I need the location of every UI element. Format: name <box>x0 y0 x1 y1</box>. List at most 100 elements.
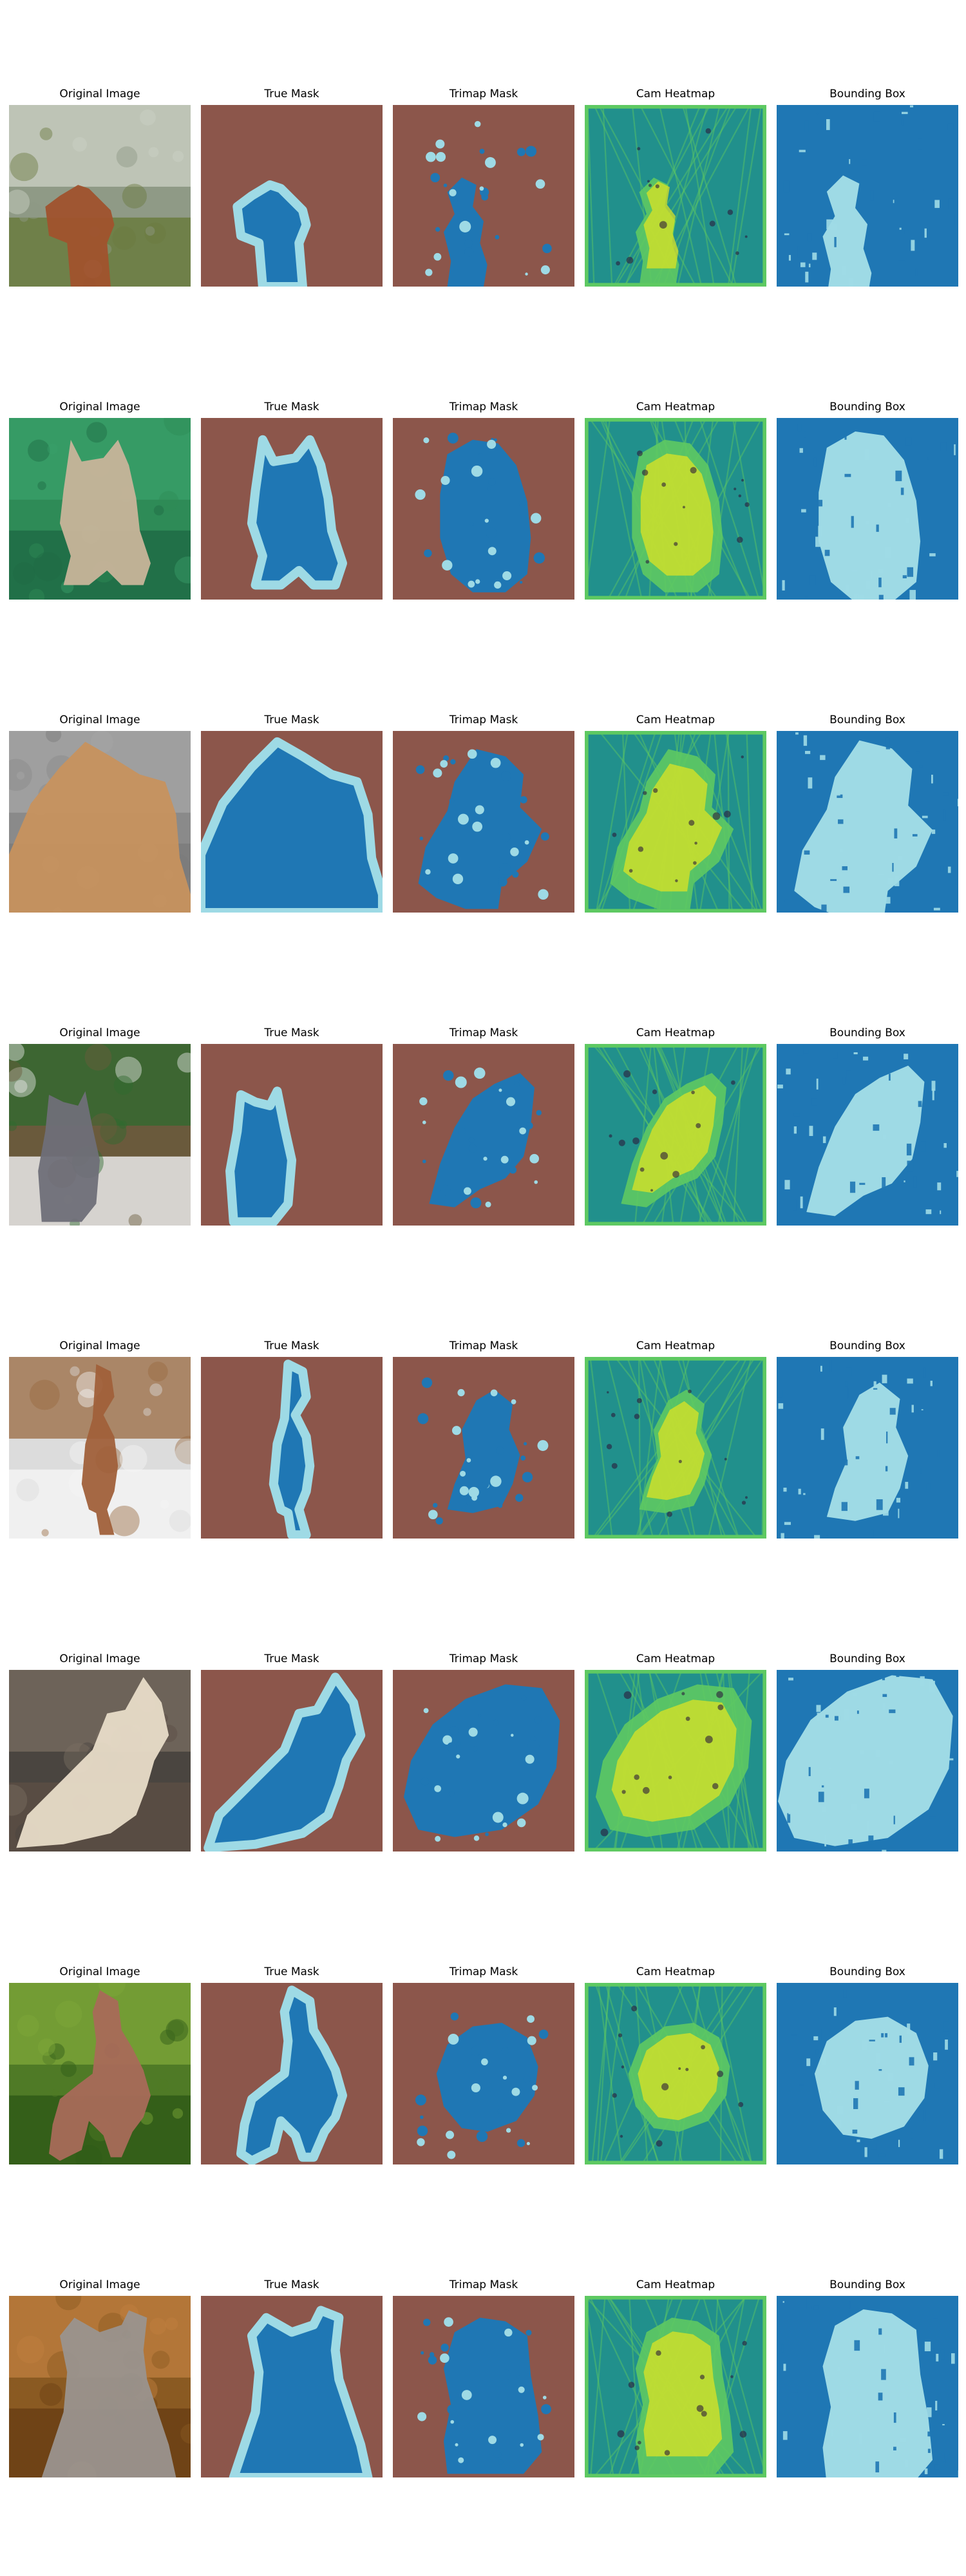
trimap-mask-panel <box>393 1044 574 1226</box>
cam-heatmap-cell: Cam Heatmap <box>585 1965 766 2164</box>
trimap-mask-panel <box>393 1983 574 2164</box>
panel-title: True Mask <box>264 714 319 726</box>
trimap-mask-cell: Trimap Mask <box>393 1965 574 2164</box>
bounding-box-panel <box>777 2296 958 2477</box>
figure-row: Original Image True Mask Trimap Mask Cam He… <box>0 1026 966 1226</box>
true-mask-dog-silhouette <box>201 1357 383 1539</box>
trimap-mask-cell: Trimap Mask <box>393 87 574 287</box>
cam-heatmap-image <box>585 1357 766 1539</box>
trimap-mask-cat-blob <box>393 731 574 913</box>
trimap-mask-cat-blob <box>393 1670 574 1852</box>
original-image-cell: Original Image <box>9 1652 191 1852</box>
panel-title: Cam Heatmap <box>636 1027 715 1039</box>
cam-heatmap-panel <box>585 731 766 913</box>
trimap-mask-panel <box>393 105 574 287</box>
true-mask-panel <box>201 2296 383 2477</box>
brown-pitbull-on-grass-photo <box>9 1983 191 2164</box>
cam-heatmap-panel <box>585 2296 766 2477</box>
trimap-mask-cat-blob <box>393 418 574 600</box>
original-image-cell: Original Image <box>9 400 191 600</box>
panel-title: Trimap Mask <box>449 88 518 100</box>
true-mask-panel <box>201 105 383 287</box>
original-image-panel <box>9 418 191 600</box>
true-mask-panel <box>201 1357 383 1539</box>
panel-title: True Mask <box>264 401 319 413</box>
panel-title: Cam Heatmap <box>636 2278 715 2291</box>
bounding-box-cell: Bounding Box <box>777 1965 958 2164</box>
panel-title: Original Image <box>59 714 140 726</box>
bounding-box-mask-image <box>777 2296 958 2477</box>
grey-british-shorthair-photo <box>9 2296 191 2477</box>
panel-title: True Mask <box>264 2278 319 2291</box>
panel-title: Cam Heatmap <box>636 1653 715 1665</box>
panel-title: Trimap Mask <box>449 2278 518 2291</box>
true-mask-panel <box>201 731 383 913</box>
original-image-panel <box>9 731 191 913</box>
boxer-dog-on-porch-photo <box>9 1357 191 1539</box>
bounding-box-panel <box>777 1044 958 1226</box>
true-mask-cell: True Mask <box>201 400 383 600</box>
bounding-box-cell: Bounding Box <box>777 2278 958 2477</box>
bounding-box-cell: Bounding Box <box>777 713 958 913</box>
panel-title: Bounding Box <box>829 88 905 100</box>
trimap-mask-cell: Trimap Mask <box>393 713 574 913</box>
trimap-mask-panel <box>393 1670 574 1852</box>
true-mask-dog-silhouette <box>201 105 383 287</box>
cam-heatmap-cell: Cam Heatmap <box>585 2278 766 2477</box>
cam-heatmap-cell: Cam Heatmap <box>585 400 766 600</box>
original-image-cell: Original Image <box>9 713 191 913</box>
cam-heatmap-cell: Cam Heatmap <box>585 87 766 287</box>
bounding-box-panel <box>777 1983 958 2164</box>
cam-heatmap-panel <box>585 418 766 600</box>
figure-row: Original Image True Mask Trimap Mask Cam He… <box>0 400 966 600</box>
original-image-cell: Original Image <box>9 87 191 287</box>
panel-title: Trimap Mask <box>449 1965 518 1978</box>
original-image-cell: Original Image <box>9 2278 191 2477</box>
panel-title: Original Image <box>59 88 140 100</box>
panel-title: Original Image <box>59 1653 140 1665</box>
cam-heatmap-image <box>585 418 766 600</box>
cam-heatmap-cell: Cam Heatmap <box>585 713 766 913</box>
trimap-mask-cat-blob <box>393 1044 574 1226</box>
panel-title: Trimap Mask <box>449 401 518 413</box>
trimap-mask-cell: Trimap Mask <box>393 2278 574 2477</box>
true-mask-panel <box>201 1044 383 1226</box>
true-mask-dog-silhouette <box>201 1983 383 2164</box>
panel-title: Trimap Mask <box>449 714 518 726</box>
original-image-panel <box>9 1044 191 1226</box>
original-image-panel <box>9 2296 191 2477</box>
panel-title: Original Image <box>59 2278 140 2291</box>
panel-title: Cam Heatmap <box>636 1965 715 1978</box>
true-mask-cell: True Mask <box>201 2278 383 2477</box>
cam-heatmap-panel <box>585 1670 766 1852</box>
bounding-box-mask-image <box>777 1983 958 2164</box>
figure-row: Original Image True Mask Trimap Mask Cam He… <box>0 1652 966 1852</box>
true-mask-cat-silhouette <box>201 418 383 600</box>
trimap-mask-dog-blob <box>393 1357 574 1539</box>
true-mask-cat-silhouette <box>201 731 383 913</box>
true-mask-cell: True Mask <box>201 1339 383 1539</box>
trimap-mask-panel <box>393 1357 574 1539</box>
bounding-box-cell: Bounding Box <box>777 1339 958 1539</box>
panel-title: Original Image <box>59 1340 140 1352</box>
bounding-box-panel <box>777 731 958 913</box>
panel-title: True Mask <box>264 1653 319 1665</box>
brown-dog-on-grass-photo <box>9 105 191 287</box>
trimap-mask-panel <box>393 2296 574 2477</box>
trimap-mask-cell: Trimap Mask <box>393 1652 574 1852</box>
cam-heatmap-panel <box>585 105 766 287</box>
panel-title: Bounding Box <box>829 401 905 413</box>
true-mask-panel <box>201 1983 383 2164</box>
original-image-cell: Original Image <box>9 1339 191 1539</box>
bounding-box-cell: Bounding Box <box>777 87 958 287</box>
figure-row: Original Image True Mask Trimap Mask Cam He… <box>0 2278 966 2477</box>
cam-heatmap-image <box>585 105 766 287</box>
bounding-box-cell: Bounding Box <box>777 1026 958 1226</box>
panel-title: Bounding Box <box>829 2278 905 2291</box>
panel-title: Bounding Box <box>829 1965 905 1978</box>
panel-title: True Mask <box>264 1340 319 1352</box>
cam-heatmap-image <box>585 1044 766 1226</box>
panel-title: True Mask <box>264 1027 319 1039</box>
panel-title: Trimap Mask <box>449 1653 518 1665</box>
panel-title: Cam Heatmap <box>636 1340 715 1352</box>
